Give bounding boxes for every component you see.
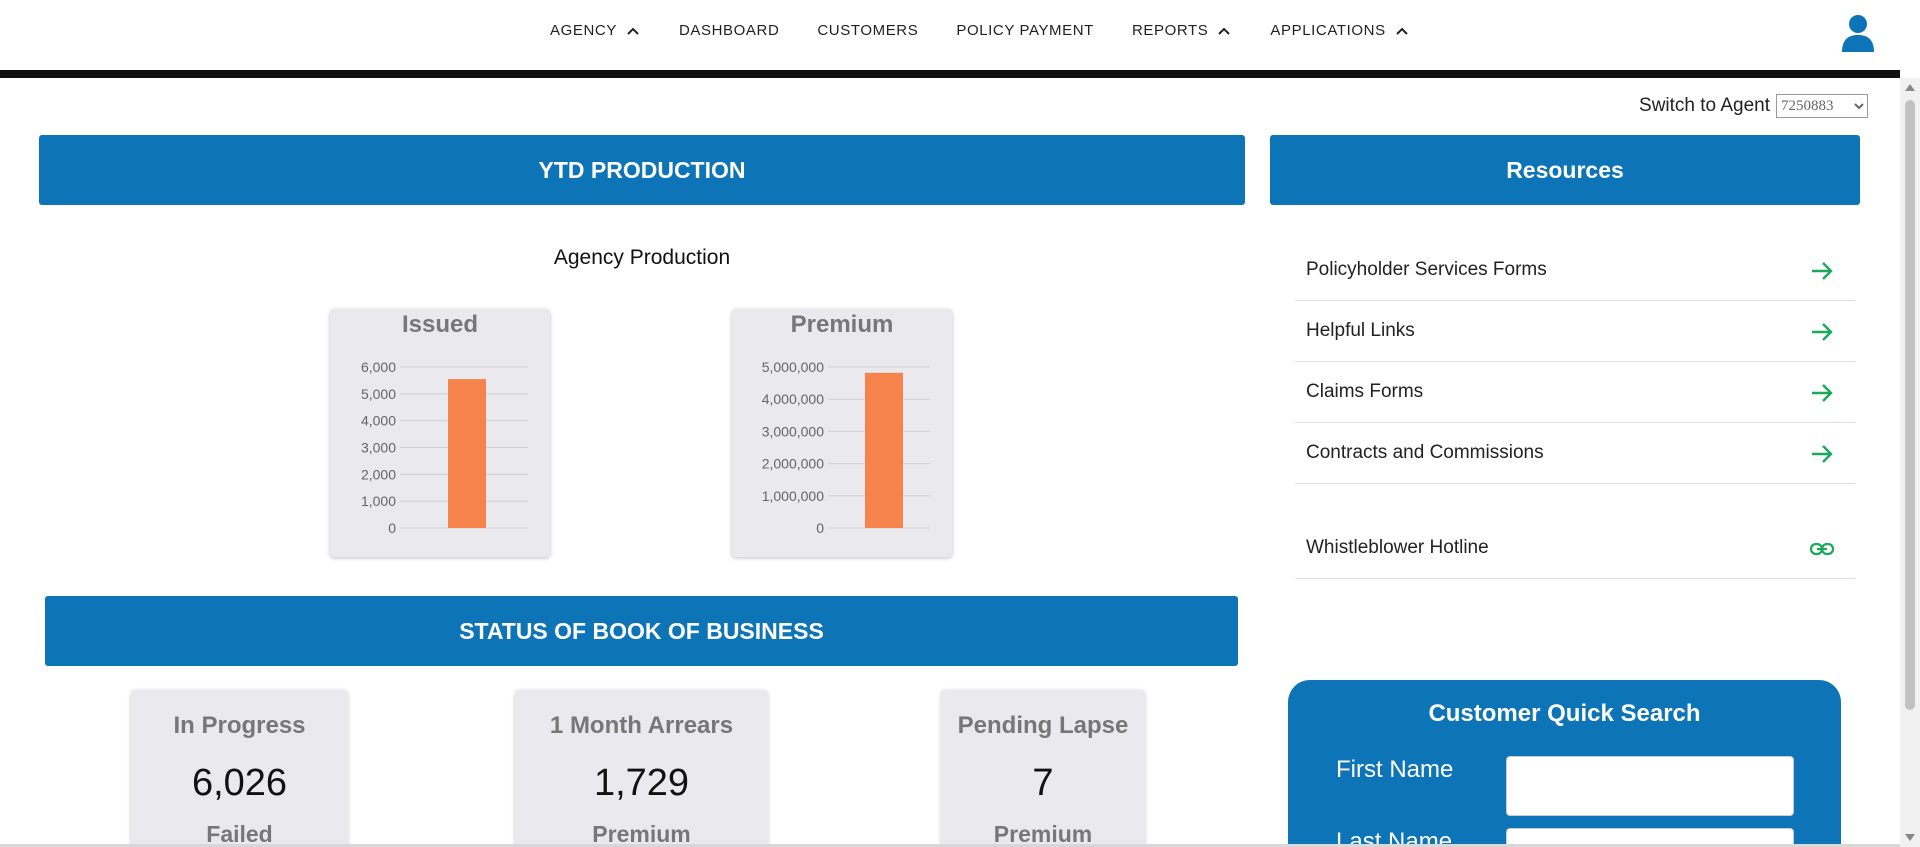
stat-sub-label: Premium — [592, 821, 691, 847]
stat-card-1-month-arrears[interactable]: 1 Month Arrears 1,729 Premium — [515, 690, 768, 847]
resource-label: Claims Forms — [1306, 381, 1424, 402]
scrollbar-thumb[interactable] — [1905, 100, 1915, 710]
nav-policy-payment[interactable]: POLICY PAYMENT — [956, 22, 1094, 39]
agency-production-title: Agency Production — [553, 246, 731, 269]
resources-spacer — [1295, 484, 1855, 518]
bar[interactable] — [865, 372, 903, 528]
stat-label: 1 Month Arrears — [549, 712, 734, 739]
ytd-production-banner: YTD PRODUCTION — [39, 135, 1245, 205]
stat-card-in-progress[interactable]: In Progress 6,026 Failed — [131, 690, 348, 847]
issued-chart-title: Issued — [401, 311, 479, 338]
chevron-up-icon — [1395, 27, 1408, 35]
arrow-right-icon[interactable] — [1809, 441, 1835, 467]
premium-chart: 0 1,000,000 2,000,000 3,000,000 4,000,000 5,0… — [762, 359, 930, 536]
last-name-label: Last Name — [1336, 828, 1453, 847]
y-tick-label: 2,000,000 — [762, 456, 824, 472]
link-icon[interactable] — [1809, 536, 1835, 562]
chevron-up-icon — [1218, 27, 1231, 35]
nav-applications-label: APPLICATIONS — [1270, 22, 1386, 39]
page-scrollbar[interactable] — [1900, 78, 1920, 847]
switch-agent: Switch to Agent 7250883 — [1639, 94, 1868, 118]
user-icon[interactable] — [1840, 14, 1876, 52]
nav-policy-payment-label: POLICY PAYMENT — [956, 22, 1094, 39]
resource-label: Whistleblower Hotline — [1306, 537, 1489, 558]
y-tick-label: 4,000,000 — [762, 391, 824, 407]
arrow-right-icon[interactable] — [1809, 319, 1835, 345]
resource-whistleblower-hotline[interactable]: Whistleblower Hotline — [1295, 518, 1855, 579]
y-tick-label: 1,000,000 — [762, 488, 824, 504]
resources-title: Resources — [1506, 156, 1624, 183]
main-menu: AGENCY DASHBOARD CUSTOMERS POLICY PAYMEN… — [550, 22, 1448, 39]
stat-value: 6,026 — [191, 762, 288, 804]
customer-quick-search: Customer Quick Search First Name Last Na… — [1288, 680, 1841, 847]
quick-search-title: Customer Quick Search — [1428, 700, 1701, 727]
nav-reports[interactable]: REPORTS — [1132, 22, 1232, 39]
ytd-production-title: YTD PRODUCTION — [538, 156, 746, 183]
bar[interactable] — [448, 379, 486, 528]
arrow-right-icon[interactable] — [1809, 258, 1835, 284]
nav-agency-label: AGENCY — [550, 22, 617, 39]
nav-applications[interactable]: APPLICATIONS — [1270, 22, 1409, 39]
resource-claims-forms[interactable]: Claims Forms — [1295, 362, 1855, 423]
nav-dashboard[interactable]: DASHBOARD — [679, 22, 779, 39]
premium-chart-card: Premium 0 1,000,000 2,000,000 3,000,000 4,00… — [732, 309, 952, 557]
header-divider — [0, 70, 1900, 78]
bottom-edge — [0, 844, 1900, 847]
resource-contracts-and-commissions[interactable]: Contracts and Commissions — [1295, 423, 1855, 484]
last-name-field[interactable] — [1506, 828, 1794, 847]
y-tick-label: 5,000,000 — [762, 359, 824, 375]
y-tick-label: 6,000 — [361, 359, 396, 375]
stat-sub-label: Failed — [206, 821, 273, 847]
issued-chart: 0 1,000 2,000 3,000 4,000 5,000 6,000 — [361, 359, 528, 536]
scroll-up-icon[interactable] — [1905, 84, 1915, 91]
stat-card-pending-lapse[interactable]: Pending Lapse 7 Premium — [941, 690, 1145, 847]
premium-chart-title: Premium — [790, 311, 894, 338]
y-tick-label: 1,000 — [361, 493, 396, 509]
top-navigation: AGENCY DASHBOARD CUSTOMERS POLICY PAYMEN… — [0, 0, 1920, 70]
first-name-label: First Name — [1336, 756, 1454, 783]
nav-customers[interactable]: CUSTOMERS — [817, 22, 918, 39]
stat-label: In Progress — [173, 712, 306, 739]
stat-sub-label: Premium — [993, 821, 1093, 847]
nav-agency[interactable]: AGENCY — [550, 22, 641, 39]
y-tick-label: 3,000 — [361, 440, 396, 456]
nav-customers-label: CUSTOMERS — [817, 22, 919, 39]
book-of-business-title: STATUS OF BOOK OF BUSINESS — [459, 617, 824, 644]
y-tick-label: 2,000 — [361, 466, 396, 482]
resource-policyholder-services-forms[interactable]: Policyholder Services Forms — [1295, 240, 1855, 301]
agent-select[interactable]: 7250883 — [1776, 94, 1868, 118]
stat-value: 7 — [1032, 762, 1054, 804]
resource-label: Contracts and Commissions — [1306, 442, 1544, 463]
chevron-up-icon — [627, 27, 639, 35]
first-name-field[interactable] — [1506, 756, 1794, 816]
nav-dashboard-label: DASHBOARD — [678, 22, 780, 39]
y-tick-label: 0 — [816, 520, 824, 536]
stat-value: 1,729 — [593, 762, 690, 804]
resources-banner: Resources — [1270, 135, 1860, 205]
first-name-row: First Name — [1336, 756, 1794, 816]
resource-label: Policyholder Services Forms — [1306, 259, 1547, 280]
resource-label: Helpful Links — [1306, 320, 1415, 341]
stat-label: Pending Lapse — [957, 712, 1129, 739]
issued-chart-card: Issued 0 1,000 2,000 3,000 4,000 5,000 6,000 — [330, 309, 550, 557]
y-tick-label: 3,000,000 — [762, 423, 824, 439]
book-of-business-banner: STATUS OF BOOK OF BUSINESS — [45, 596, 1238, 666]
scroll-down-icon[interactable] — [1905, 834, 1915, 841]
resource-helpful-links[interactable]: Helpful Links — [1295, 301, 1855, 362]
switch-agent-label: Switch to Agent — [1639, 95, 1770, 116]
nav-reports-label: REPORTS — [1131, 22, 1209, 39]
y-tick-label: 0 — [388, 520, 396, 536]
resources-list: Policyholder Services Forms Helpful Link… — [1295, 240, 1855, 579]
arrow-right-icon[interactable] — [1809, 380, 1835, 406]
y-tick-label: 4,000 — [361, 413, 396, 429]
last-name-row: Last Name — [1336, 828, 1794, 847]
y-tick-label: 5,000 — [361, 386, 396, 402]
